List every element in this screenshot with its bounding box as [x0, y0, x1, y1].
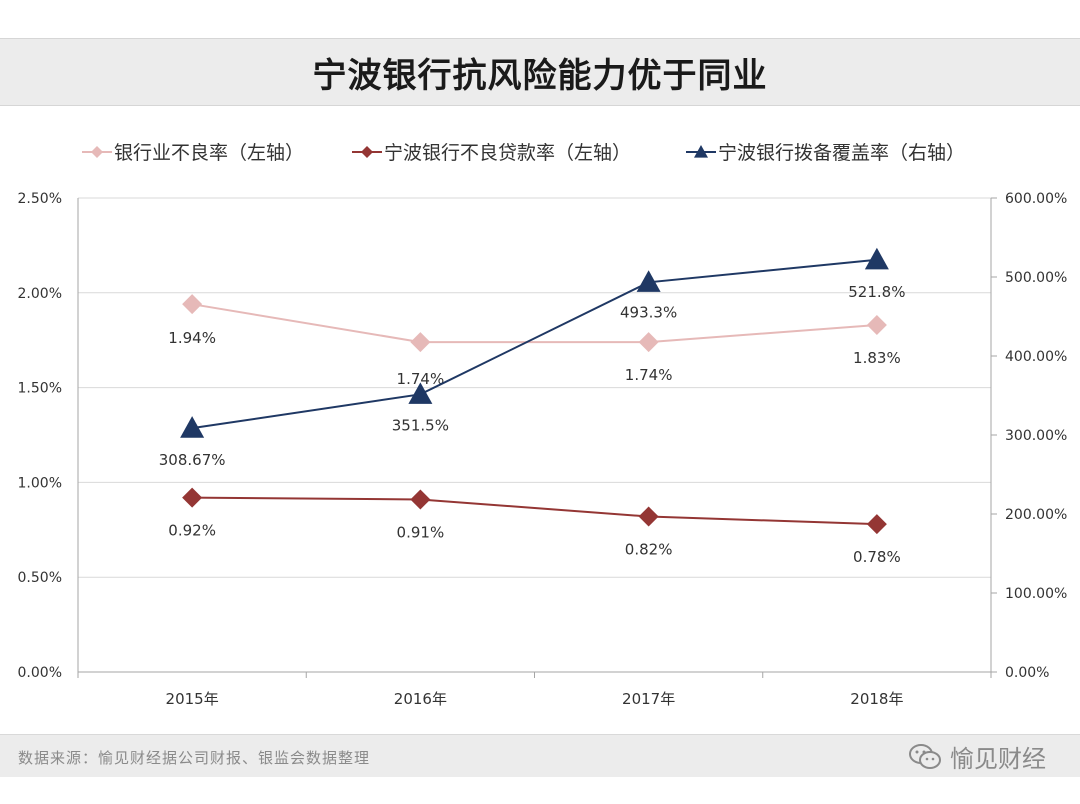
left-axis-tick-label: 2.50% — [18, 191, 62, 207]
diamond-marker — [638, 506, 659, 527]
chart-area: 0.00% 0.50% 1.00% 1.50% 2.00% 2.50% 0.00% 100.0… — [18, 142, 1068, 708]
brand: 愉见财经 — [908, 739, 1046, 774]
x-axis-tick-label: 2015年 — [166, 690, 219, 708]
legend-swatch-marker — [694, 145, 708, 158]
data-label: 0.82% — [625, 541, 673, 559]
x-axis-tick-label: 2018年 — [850, 690, 903, 708]
data-label: 0.91% — [397, 523, 445, 541]
series-line — [191, 303, 877, 344]
left-axis-tick-label: 2.00% — [18, 286, 62, 302]
data-label: 493.3% — [620, 303, 677, 321]
triangle-marker — [636, 270, 661, 292]
wechat-icon — [909, 743, 941, 769]
triangle-marker — [180, 416, 205, 438]
legend-label: 宁波银行不良贷款率（左轴） — [384, 142, 631, 164]
diamond-marker — [182, 487, 203, 508]
chart-title: 宁波银行抗风险能力优于同业 — [312, 55, 768, 96]
legend-swatch-marker — [361, 146, 373, 158]
data-label: 1.94% — [168, 329, 216, 347]
right-axis-tick-label: 200.00% — [1005, 507, 1067, 523]
triangle-marker — [864, 247, 889, 270]
data-label: 521.8% — [848, 283, 905, 301]
data-source-note: 数据来源：愉见财经据公司财报、银监会数据整理 — [18, 749, 371, 767]
series-line — [191, 258, 877, 430]
x-axis-tick-label: 2016年 — [394, 690, 447, 708]
right-axis-tick-label: 300.00% — [1005, 428, 1067, 444]
left-axis-tick-label: 0.00% — [18, 665, 62, 681]
triangle-marker — [408, 382, 433, 404]
x-axis-tick-label: 2017年 — [622, 690, 675, 708]
data-label: 308.67% — [159, 451, 226, 469]
diamond-marker — [410, 489, 431, 510]
right-axis-tick-label: 100.00% — [1005, 586, 1067, 602]
right-axis-tick-label: 0.00% — [1005, 665, 1049, 681]
legend-swatch-marker — [91, 146, 103, 158]
right-axis-tick-label: 600.00% — [1005, 191, 1067, 207]
left-axis-tick-label: 0.50% — [18, 570, 62, 586]
right-axis-tick-label: 500.00% — [1005, 270, 1067, 286]
diamond-marker — [410, 332, 431, 353]
diamond-marker — [866, 315, 887, 336]
series-line — [192, 496, 877, 526]
diamond-marker — [638, 332, 659, 353]
brand-name: 愉见财经 — [950, 745, 1046, 773]
title-bar: 宁波银行抗风险能力优于同业 — [0, 38, 1080, 106]
data-label: 0.78% — [853, 548, 901, 566]
diamond-marker — [182, 294, 203, 315]
left-axis-tick-label: 1.50% — [18, 381, 62, 397]
data-label: 1.74% — [397, 370, 445, 388]
data-label: 0.92% — [168, 522, 216, 540]
legend-label: 宁波银行拨备覆盖率（右轴） — [718, 142, 965, 164]
data-label: 1.74% — [625, 366, 673, 384]
right-axis-tick-label: 400.00% — [1005, 349, 1067, 365]
footer: 数据来源：愉见财经据公司财报、银监会数据整理 愉见财经 — [0, 734, 1080, 777]
data-label: 351.5% — [392, 416, 449, 434]
legend-label: 银行业不良率（左轴） — [114, 142, 304, 164]
data-label: 1.83% — [853, 349, 901, 367]
left-axis-tick-label: 1.00% — [18, 475, 62, 491]
diamond-marker — [866, 514, 887, 535]
